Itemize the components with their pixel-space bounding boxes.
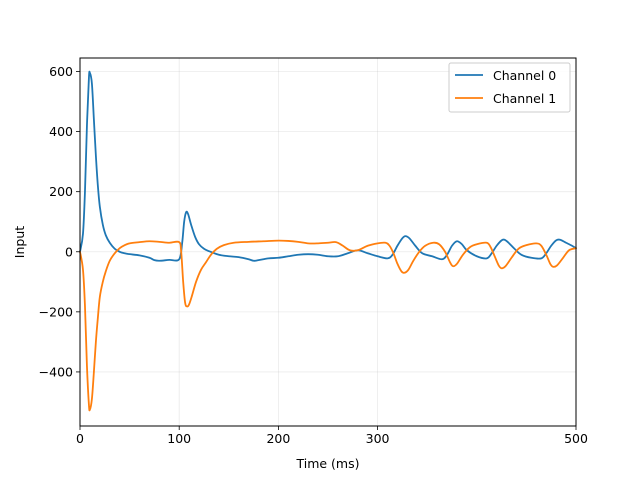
y-tick-label: 600	[49, 64, 73, 79]
x-tick-label: 200	[266, 431, 290, 446]
plot-frame	[79, 57, 577, 427]
x-tick-label: 0	[76, 431, 84, 446]
legend-label-channel-0: Channel 0	[493, 68, 556, 83]
legend: Channel 0 Channel 1	[448, 62, 571, 113]
y-tick-label: 200	[49, 184, 73, 199]
legend-label-channel-1: Channel 1	[493, 91, 556, 106]
x-tick-label: 500	[564, 431, 588, 446]
y-axis-ticks: −400 −200 0 200 400 600	[39, 64, 80, 379]
series-lines	[79, 70, 577, 412]
x-tick-label: 100	[167, 431, 191, 446]
y-tick-label: −400	[39, 364, 73, 379]
series-line-channel-1	[79, 239, 577, 412]
y-tick-label: 400	[49, 124, 73, 139]
series-line-channel-0	[79, 70, 577, 262]
x-axis-label: Time (ms)	[295, 456, 359, 471]
x-axis-ticks: 0 100 200 300 500	[76, 426, 588, 446]
y-tick-label: 0	[65, 244, 73, 259]
y-axis-label: Input	[12, 226, 27, 258]
x-tick-label: 300	[366, 431, 390, 446]
y-tick-label: −200	[39, 304, 73, 319]
